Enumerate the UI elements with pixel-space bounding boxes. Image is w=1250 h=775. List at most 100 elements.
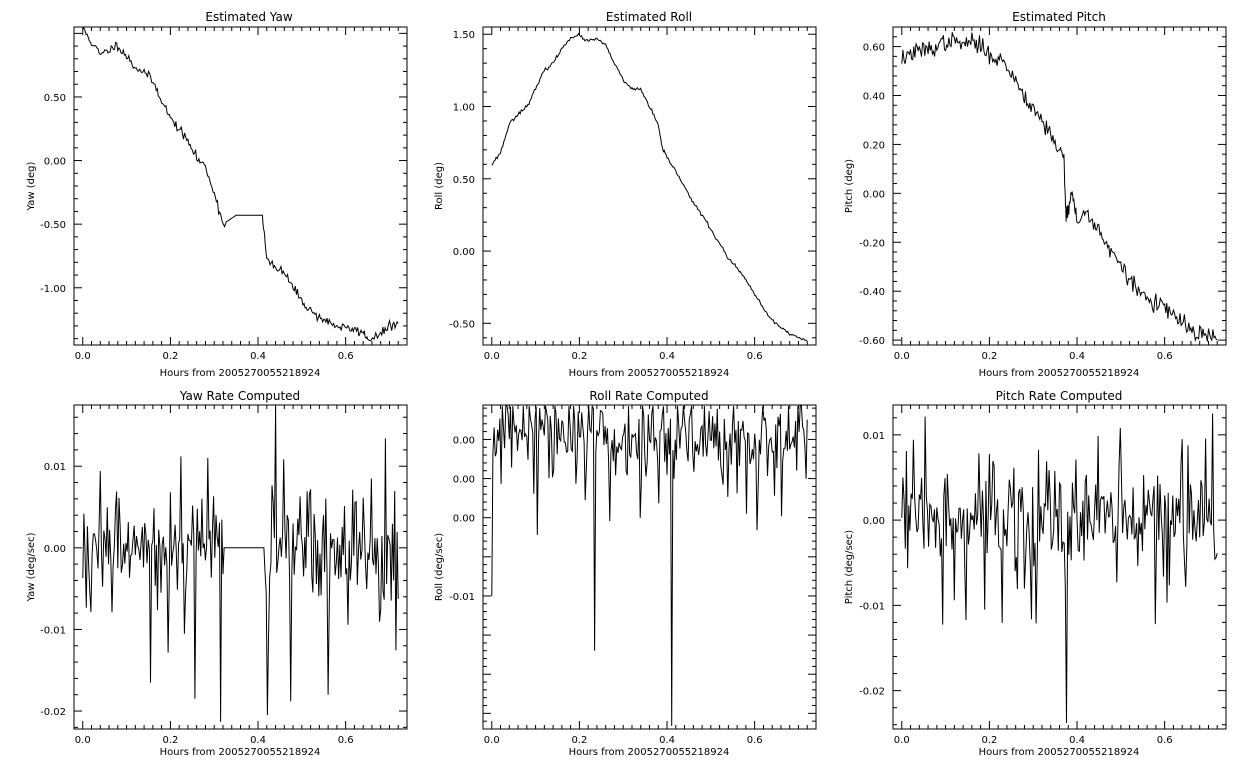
axis-ticks	[893, 26, 1226, 345]
x-axis-label: Hours from 2005270055218924	[569, 747, 730, 758]
y-tick-label: -0.01	[449, 592, 475, 603]
y-tick-label: 0.00	[863, 516, 885, 527]
y-tick-label: -1.00	[40, 284, 66, 295]
series-line	[82, 27, 399, 342]
y-tick-label: 0.01	[863, 431, 885, 442]
y-axis-label: Pitch (deg)	[844, 159, 855, 213]
x-tick-label: 0.0	[484, 351, 500, 362]
y-tick-labels: 0.60 0.40 0.20 0.00 -0.20 -0.40 -0.60	[859, 43, 885, 348]
y-axis-label: Roll (deg/sec)	[434, 533, 445, 601]
x-tick-label: 0.4	[659, 735, 675, 746]
x-tick-label: 0.6	[747, 351, 763, 362]
x-tick-labels: 0.0 0.2 0.4 0.6	[75, 351, 354, 362]
y-tick-label: -0.50	[40, 220, 66, 231]
y-tick-label: -0.01	[40, 625, 66, 636]
series-line	[491, 32, 808, 342]
y-tick-label: 1.50	[453, 30, 475, 41]
x-tick-label: 0.4	[659, 351, 675, 362]
y-tick-label: 0.40	[863, 91, 885, 102]
y-tick-label: -0.02	[40, 707, 66, 718]
y-axis-label: Yaw (deg/sec)	[26, 532, 37, 602]
y-tick-label: -0.20	[859, 238, 885, 249]
x-tick-labels: 0.0 0.2 0.4 0.6	[484, 351, 763, 362]
y-tick-label: -0.02	[859, 687, 885, 698]
y-tick-label: 0.00	[863, 189, 885, 200]
x-axis-label: Hours from 2005270055218924	[979, 368, 1140, 379]
x-tick-label: 0.2	[162, 735, 178, 746]
x-tick-labels: 0.0 0.2 0.4 0.6	[894, 351, 1173, 362]
x-tick-label: 0.0	[894, 351, 910, 362]
axis-ticks	[74, 27, 407, 345]
y-tick-label: 1.00	[453, 103, 475, 114]
y-tick-label: -0.40	[859, 287, 885, 298]
axis-ticks	[483, 27, 816, 345]
panel-estimated-yaw: Estimated Yaw 0.0 0.2 0.4 0.6 0.50 0.00 …	[26, 10, 408, 379]
y-tick-label: -0.50	[449, 319, 475, 330]
series-line	[491, 405, 808, 726]
panel-title: Estimated Yaw	[205, 10, 292, 24]
y-tick-labels: 0.01 0.00 -0.01 -0.02	[40, 462, 66, 718]
x-tick-label: 0.4	[1069, 351, 1085, 362]
x-tick-label: 0.0	[894, 735, 910, 746]
x-tick-label: 0.6	[338, 735, 354, 746]
panel-title: Pitch Rate Computed	[996, 389, 1123, 403]
y-tick-labels: 0.00 0.00 0.00 -0.01	[449, 435, 475, 603]
x-axis-label: Hours from 2005270055218924	[979, 747, 1140, 758]
panel-title: Roll Rate Computed	[589, 389, 708, 403]
x-tick-label: 0.0	[75, 735, 91, 746]
panel-title: Estimated Roll	[606, 10, 692, 24]
axis-ticks	[483, 405, 816, 730]
x-tick-label: 0.6	[747, 735, 763, 746]
y-tick-label: 0.01	[44, 462, 66, 473]
y-tick-label: 0.00	[44, 544, 66, 555]
x-tick-label: 0.2	[571, 735, 587, 746]
axis-ticks	[893, 405, 1226, 729]
y-tick-label: 0.20	[863, 140, 885, 151]
panel-yaw-rate-computed: Yaw Rate Computed 0.0 0.2 0.4 0.6 0.01 0…	[26, 389, 408, 758]
x-tick-labels: 0.0 0.2 0.4 0.6	[75, 735, 354, 746]
y-axis-label: Pitch (deg/sec)	[844, 530, 855, 605]
y-tick-label: -0.01	[859, 601, 885, 612]
x-tick-label: 0.2	[162, 351, 178, 362]
y-tick-label: 0.00	[453, 475, 475, 486]
x-tick-label: 0.4	[1069, 735, 1085, 746]
x-tick-label: 0.4	[250, 735, 266, 746]
x-tick-label: 0.4	[250, 351, 266, 362]
x-tick-label: 0.2	[981, 735, 997, 746]
y-tick-label: 0.60	[863, 43, 885, 54]
x-axis-label: Hours from 2005270055218924	[160, 747, 321, 758]
panel-pitch-rate-computed: Pitch Rate Computed 0.0 0.2 0.4 0.6 0.01…	[844, 389, 1227, 758]
x-tick-label: 0.2	[981, 351, 997, 362]
panel-title: Yaw Rate Computed	[179, 389, 300, 403]
series-line	[901, 413, 1218, 724]
y-tick-label: 0.50	[44, 93, 66, 104]
panel-estimated-roll: Estimated Roll 0.0 0.2 0.4 0.6 1.50 1.00…	[434, 10, 817, 379]
y-tick-label: -0.60	[859, 336, 885, 347]
y-tick-labels: 1.50 1.00 0.50 0.00 -0.50	[449, 30, 475, 330]
x-axis-label: Hours from 2005270055218924	[569, 368, 730, 379]
series-line	[82, 406, 399, 722]
y-tick-labels: 0.01 0.00 -0.01 -0.02	[859, 431, 885, 698]
axis-ticks	[74, 405, 407, 729]
x-tick-label: 0.2	[571, 351, 587, 362]
x-tick-label: 0.6	[1157, 735, 1173, 746]
series-line	[901, 32, 1218, 342]
y-tick-label: 0.00	[453, 247, 475, 258]
x-tick-label: 0.6	[338, 351, 354, 362]
x-tick-label: 0.0	[75, 351, 91, 362]
panel-title: Estimated Pitch	[1012, 10, 1106, 24]
y-tick-label: 0.00	[453, 514, 475, 525]
y-axis-label: Roll (deg)	[434, 162, 445, 210]
x-tick-label: 0.6	[1157, 351, 1173, 362]
x-tick-label: 0.0	[484, 735, 500, 746]
y-tick-label: 0.00	[44, 157, 66, 168]
x-axis-label: Hours from 2005270055218924	[160, 368, 321, 379]
panel-estimated-pitch: Estimated Pitch 0.0 0.2 0.4 0.6 0.60 0.4…	[844, 10, 1227, 379]
y-tick-labels: 0.50 0.00 -0.50 -1.00	[40, 93, 66, 295]
x-tick-labels: 0.0 0.2 0.4 0.6	[894, 735, 1173, 746]
y-tick-label: 0.50	[453, 175, 475, 186]
y-tick-label: 0.00	[453, 435, 475, 446]
y-axis-label: Yaw (deg)	[26, 161, 37, 211]
panel-roll-rate-computed: Roll Rate Computed 0.0 0.2 0.4 0.6 0.00 …	[434, 389, 817, 758]
